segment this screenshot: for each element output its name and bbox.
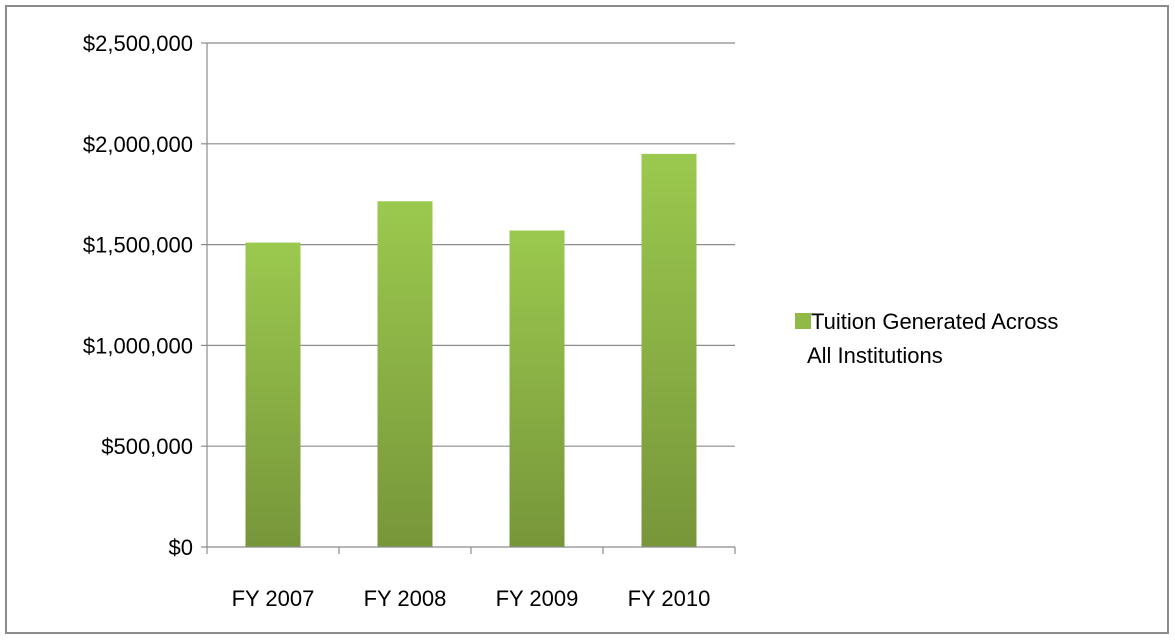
bar-fy-2010 xyxy=(641,153,697,547)
x-tick-labels: FY 2007 FY 2008 FY 2009 FY 2010 xyxy=(232,586,711,611)
axes xyxy=(206,43,736,554)
legend-swatch xyxy=(795,313,811,329)
y-tick-label: $500,000 xyxy=(101,434,193,459)
x-tick-label: FY 2009 xyxy=(496,586,579,611)
legend-label-line-2: All Institutions xyxy=(807,343,943,368)
y-tick-label: $1,500,000 xyxy=(83,233,193,258)
bar-fy-2008 xyxy=(377,201,433,548)
bar-fy-2009 xyxy=(509,230,565,547)
y-tick-label: $2,000,000 xyxy=(83,132,193,157)
y-tick-label: $1,000,000 xyxy=(83,333,193,358)
bar-fy-2007 xyxy=(245,242,301,548)
chart-frame xyxy=(5,5,1169,634)
y-tick-label: $2,500,000 xyxy=(83,31,193,56)
x-tick-label: FY 2007 xyxy=(232,586,315,611)
y-tick-labels: $0 $500,000 $1,000,000 $1,500,000 $2,000,000… xyxy=(83,31,193,560)
x-tick-label: FY 2008 xyxy=(364,586,447,611)
y-tick-label: $0 xyxy=(169,535,193,560)
x-tick-label: FY 2010 xyxy=(628,586,711,611)
legend-label-line-1: Tuition Generated Across xyxy=(811,309,1058,334)
legend: Tuition Generated Across All Institution… xyxy=(795,309,1058,368)
bars xyxy=(245,153,697,548)
